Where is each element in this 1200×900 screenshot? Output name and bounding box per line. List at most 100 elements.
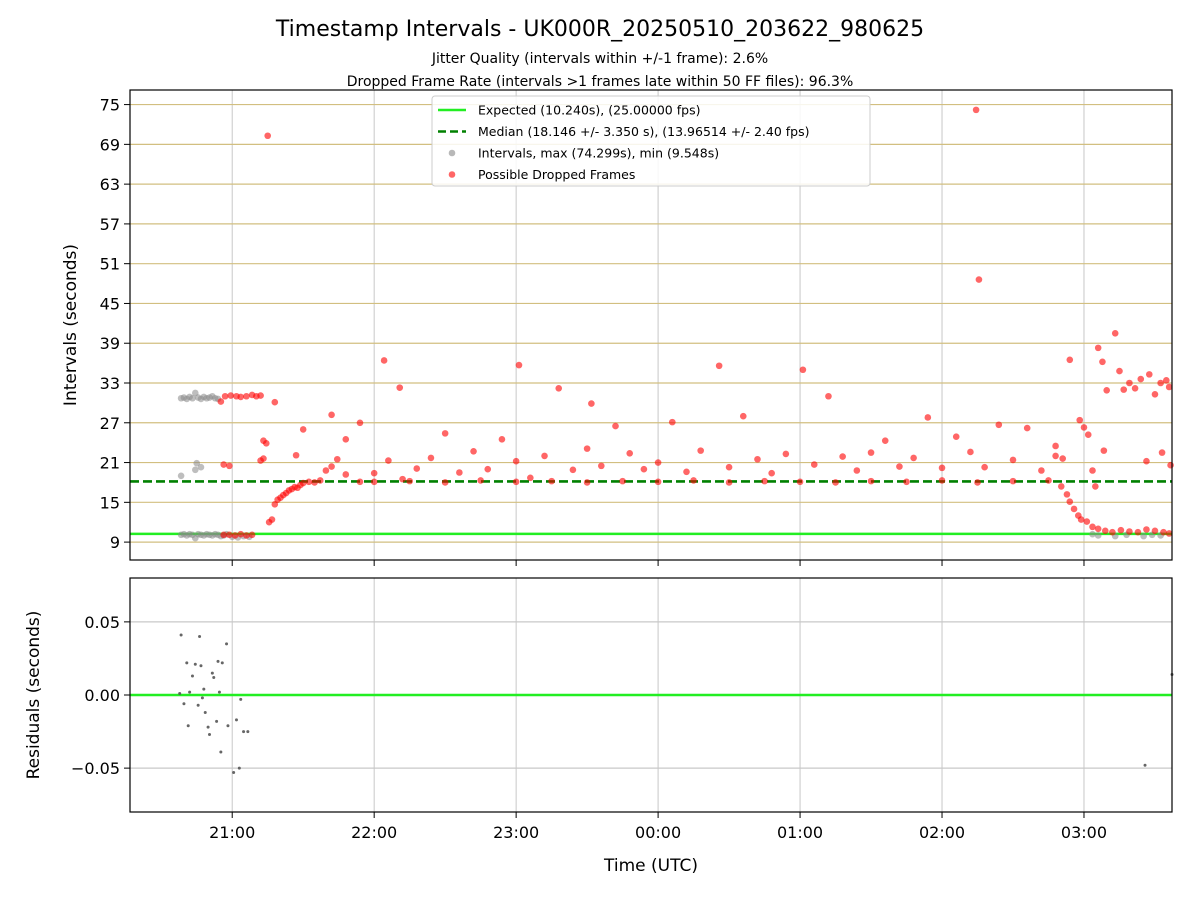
x-tick-label: 02:00 [919, 823, 965, 842]
dropped-frame-point [799, 366, 807, 374]
dropped-frame-point [226, 531, 233, 539]
y-tick-label: −0.05 [71, 759, 120, 778]
dropped-frame-point [626, 449, 634, 457]
interval-point [193, 459, 201, 467]
dropped-frame-point [356, 419, 364, 427]
dropped-frame-point [231, 532, 239, 539]
dropped-frame-point [1143, 457, 1150, 465]
dropped-frame-point [406, 477, 413, 485]
dropped-frame-point [555, 385, 563, 392]
dropped-frame-point [782, 450, 790, 458]
residual-point [1143, 763, 1147, 767]
dropped-frame-point [910, 454, 917, 462]
dropped-frame-point [832, 479, 839, 486]
dropped-frame-point [761, 477, 768, 485]
dropped-frame-point [588, 400, 595, 407]
dropped-frame-point [938, 464, 946, 472]
dropped-frame-point [370, 469, 378, 477]
dropped-frame-point [441, 430, 449, 437]
dropped-frame-point [1070, 505, 1078, 513]
dropped-frame-point [548, 477, 555, 485]
residual-point [234, 718, 238, 722]
legend-box [431, 95, 871, 187]
residuals-points [178, 633, 1174, 775]
y-tick-label: 27 [100, 414, 120, 433]
residual-point [237, 766, 241, 770]
dropped-frame-point [260, 455, 267, 462]
dropped-frame-point [413, 465, 421, 472]
dropped-frame-point [1077, 516, 1085, 523]
dropped-frame-point [1052, 442, 1059, 450]
dropped-frame-point [612, 422, 619, 430]
x-tick-label: 03:00 [1061, 823, 1107, 842]
dropped-frame-point [1143, 526, 1150, 533]
y-tick-label: 39 [100, 334, 120, 353]
residual-point [207, 732, 211, 736]
residual-point [182, 702, 186, 706]
dropped-frame-point [1126, 379, 1133, 387]
dropped-frame-point [981, 463, 988, 471]
dropped-frame-point [924, 414, 932, 421]
chart-subtitle-dropped: Dropped Frame Rate (intervals >1 frames … [347, 74, 854, 90]
dropped-frame-point [342, 436, 350, 443]
dropped-frame-point [1089, 467, 1096, 474]
dropped-frame-point [370, 478, 378, 486]
dropped-frame-point [441, 479, 449, 486]
dropped-frame-point [1080, 424, 1088, 431]
dropped-frame-point [356, 478, 364, 486]
dropped-frame-point [237, 530, 245, 538]
dropped-frame-point [1131, 385, 1139, 392]
residual-point [226, 724, 230, 728]
dropped-frame-point [952, 433, 960, 440]
intervals-panel: 9 15 21 27 33 39 45 51 57 63 69 75 Intervals (secon… [61, 89, 1174, 566]
dropped-frame-point [1089, 523, 1096, 531]
dropped-frame-point [427, 454, 435, 462]
dropped-frame-point [456, 469, 463, 476]
residual-point [220, 661, 224, 665]
dropped-frame-point [322, 467, 330, 474]
y-tick-label: 45 [100, 294, 120, 313]
dropped-frame-point [1158, 449, 1166, 456]
y-tick-label: 0.00 [84, 686, 120, 705]
dropped-frame-point [975, 276, 983, 283]
dropped-frame-point [1109, 528, 1116, 536]
dropped-frame-point [739, 412, 747, 420]
residual-point [193, 662, 197, 666]
dropped-frame-point [1101, 527, 1109, 535]
dropped-frame-point [1111, 329, 1119, 337]
y-tick-label: 69 [100, 135, 120, 154]
dropped-frame-point [903, 478, 910, 486]
dropped-frame-point [1165, 383, 1173, 391]
dropped-frame-point [299, 479, 307, 487]
legend-entry-label: Possible Dropped Frames [478, 167, 635, 182]
residuals-panel: 21:00 22:00 23:00 00:00 01:00 02:00 03:00 0.05 0… [24, 577, 1174, 876]
residuals-ticks: 21:00 22:00 23:00 00:00 01:00 02:00 03:00 0.05 0… [71, 613, 1107, 842]
dropped-frame-point [796, 478, 804, 486]
dropped-frame-point [305, 478, 313, 486]
dropped-frame-point [1163, 377, 1170, 384]
y-tick-label: 57 [100, 215, 120, 234]
residual-point [203, 711, 207, 715]
dropped-frame-point [262, 440, 270, 447]
dropped-frame-point [938, 477, 946, 484]
interval-point [192, 466, 199, 474]
residual-point [216, 659, 220, 663]
dropped-frame-point [396, 384, 404, 391]
dropped-frame-point [1057, 483, 1065, 490]
dropped-frame-point [1117, 526, 1125, 534]
dropped-frame-point [1038, 467, 1045, 474]
dropped-frame-point [839, 453, 846, 460]
dropped-frame-point [1092, 483, 1099, 490]
y-tick-label: 63 [100, 175, 120, 194]
dropped-frame-point [243, 532, 250, 539]
dropped-frame-point [967, 448, 974, 456]
dropped-frame-point [1165, 530, 1173, 537]
dropped-frame-point [1151, 390, 1159, 398]
dropped-frame-point [1157, 379, 1164, 387]
dropped-frame-point [668, 418, 676, 426]
dropped-frame-point [226, 462, 233, 470]
dropped-frame-point [328, 411, 335, 419]
dropped-frame-point [974, 479, 981, 486]
x-tick-label: 23:00 [493, 823, 539, 842]
